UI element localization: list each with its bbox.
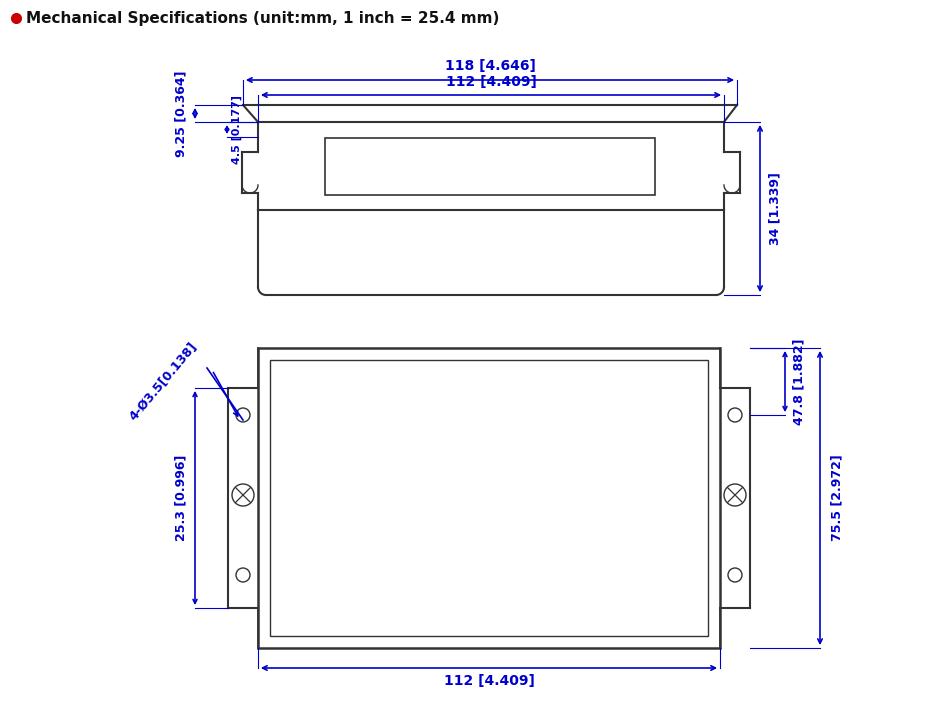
Text: 112 [4.409]: 112 [4.409]	[444, 674, 535, 688]
Text: 118 [4.646]: 118 [4.646]	[445, 59, 536, 73]
Text: 4-Ø3.5[0.138]: 4-Ø3.5[0.138]	[127, 340, 200, 423]
Text: Mechanical Specifications (unit:mm, 1 inch = 25.4 mm): Mechanical Specifications (unit:mm, 1 in…	[26, 11, 500, 25]
Bar	[258, 348, 720, 648]
Text: 25.3 [0.996]: 25.3 [0.996]	[174, 455, 187, 541]
Text: 112 [4.409]: 112 [4.409]	[446, 75, 537, 89]
Text: 47.8 [1.882]: 47.8 [1.882]	[792, 339, 805, 425]
Text: 75.5 [2.972]: 75.5 [2.972]	[830, 455, 843, 541]
Bar	[325, 138, 655, 195]
Text: 34 [1.339]: 34 [1.339]	[768, 172, 781, 245]
Text: 4.5 [0.177]: 4.5 [0.177]	[232, 95, 242, 164]
Bar	[270, 360, 708, 636]
Text: 9.25 [0.364]: 9.25 [0.364]	[174, 70, 187, 157]
